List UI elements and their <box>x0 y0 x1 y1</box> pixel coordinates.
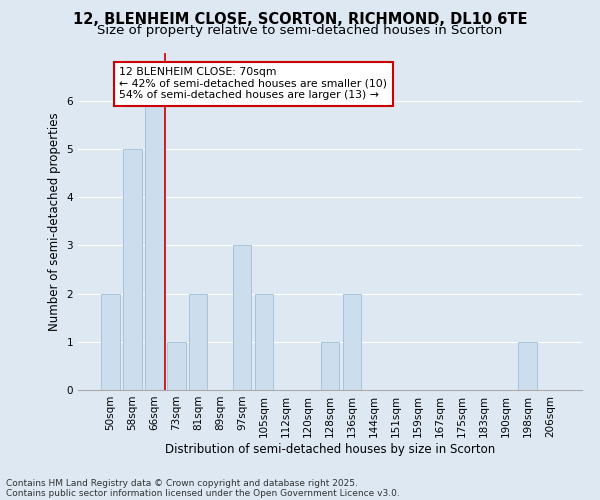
Bar <box>320 342 340 390</box>
X-axis label: Distribution of semi-detached houses by size in Scorton: Distribution of semi-detached houses by … <box>165 442 495 456</box>
Bar <box>123 149 142 390</box>
Text: 12, BLENHEIM CLOSE, SCORTON, RICHMOND, DL10 6TE: 12, BLENHEIM CLOSE, SCORTON, RICHMOND, D… <box>73 12 527 28</box>
Bar <box>167 342 185 390</box>
Bar <box>233 246 251 390</box>
Text: Contains HM Land Registry data © Crown copyright and database right 2025.: Contains HM Land Registry data © Crown c… <box>6 478 358 488</box>
Bar <box>189 294 208 390</box>
Bar <box>145 100 164 390</box>
Bar <box>255 294 274 390</box>
Bar <box>518 342 537 390</box>
Text: Contains public sector information licensed under the Open Government Licence v3: Contains public sector information licen… <box>6 488 400 498</box>
Y-axis label: Number of semi-detached properties: Number of semi-detached properties <box>48 112 61 330</box>
Text: Size of property relative to semi-detached houses in Scorton: Size of property relative to semi-detach… <box>97 24 503 37</box>
Bar <box>343 294 361 390</box>
Bar <box>101 294 119 390</box>
Text: 12 BLENHEIM CLOSE: 70sqm
← 42% of semi-detached houses are smaller (10)
54% of s: 12 BLENHEIM CLOSE: 70sqm ← 42% of semi-d… <box>119 67 388 100</box>
